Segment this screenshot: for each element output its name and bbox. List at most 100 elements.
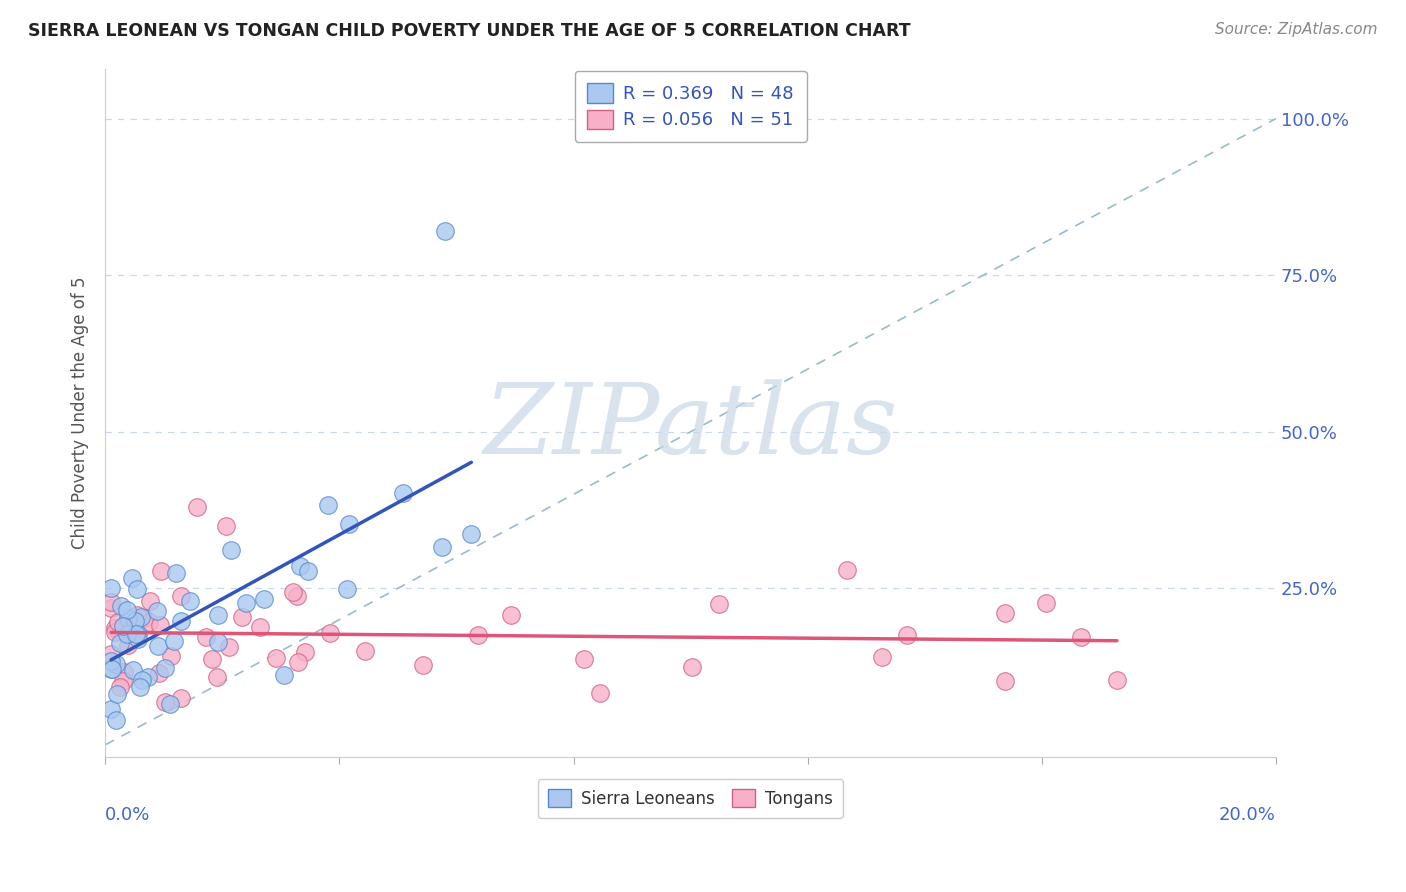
Point (994, 674, 1017, 689)
Point (207, 608, 229, 623)
Point (104, 621, 127, 635)
Point (391, 486, 413, 500)
Point (297, 564, 319, 578)
Point (231, 610, 253, 624)
Text: 20.0%: 20.0% (1219, 805, 1277, 823)
Point (100, 647, 122, 661)
Point (127, 627, 149, 641)
Point (132, 611, 155, 625)
Point (215, 518, 238, 533)
Point (170, 690, 193, 705)
Point (127, 632, 149, 647)
Point (165, 566, 187, 581)
Point (896, 628, 918, 642)
Point (588, 686, 610, 700)
Point (117, 611, 139, 625)
Point (218, 640, 240, 654)
Text: ZIPatlas: ZIPatlas (484, 379, 898, 475)
Point (201, 652, 224, 666)
Point (467, 628, 489, 642)
Point (433, 224, 456, 238)
Point (124, 627, 146, 641)
Point (149, 564, 172, 578)
Point (124, 615, 146, 629)
Point (100, 582, 122, 596)
Text: SIERRA LEONEAN VS TONGAN CHILD POVERTY UNDER THE AGE OF 5 CORRELATION CHART: SIERRA LEONEAN VS TONGAN CHILD POVERTY U… (28, 22, 911, 40)
Point (432, 540, 454, 554)
Point (186, 500, 208, 514)
Y-axis label: Child Poverty Under the Age of 5: Child Poverty Under the Age of 5 (72, 277, 89, 549)
Text: Source: ZipAtlas.com: Source: ZipAtlas.com (1215, 22, 1378, 37)
Point (115, 603, 138, 617)
Point (108, 636, 131, 650)
Point (148, 639, 170, 653)
Point (339, 517, 361, 532)
Point (138, 615, 160, 630)
Point (318, 625, 340, 640)
Point (170, 614, 193, 628)
Point (121, 571, 143, 585)
Point (288, 558, 311, 573)
Point (104, 625, 127, 640)
Point (107, 615, 129, 630)
Point (266, 650, 288, 665)
Point (125, 582, 148, 597)
Point (160, 648, 183, 663)
Point (100, 654, 122, 668)
Point (111, 619, 134, 633)
Point (353, 644, 375, 658)
Point (460, 527, 482, 541)
Point (112, 665, 135, 680)
Point (283, 585, 305, 599)
Point (870, 649, 893, 664)
Point (207, 634, 229, 648)
Point (273, 667, 295, 681)
Point (146, 604, 169, 618)
Point (835, 563, 858, 577)
Point (100, 702, 122, 716)
Point (105, 657, 128, 671)
Point (179, 594, 201, 608)
Point (335, 582, 357, 596)
Point (100, 595, 122, 609)
Point (117, 638, 139, 652)
Point (149, 618, 172, 632)
Point (112, 674, 135, 689)
Point (253, 591, 276, 606)
Point (115, 626, 138, 640)
Point (1070, 630, 1092, 644)
Point (501, 608, 523, 623)
Point (148, 666, 170, 681)
Legend: Sierra Leoneans, Tongans: Sierra Leoneans, Tongans (538, 780, 844, 818)
Point (170, 590, 193, 604)
Point (101, 662, 124, 676)
Point (994, 607, 1017, 621)
Point (287, 655, 309, 669)
Point (136, 670, 159, 684)
Point (316, 498, 339, 512)
Point (100, 662, 122, 676)
Point (572, 652, 595, 666)
Point (110, 599, 132, 613)
Point (205, 670, 228, 684)
Point (709, 597, 731, 611)
Point (681, 660, 703, 674)
Point (285, 589, 308, 603)
Point (108, 680, 131, 694)
Point (159, 698, 181, 712)
Point (249, 620, 271, 634)
Point (194, 630, 217, 644)
Point (235, 596, 257, 610)
Point (1105, 673, 1128, 687)
Point (131, 673, 153, 687)
Point (219, 542, 242, 557)
Point (412, 657, 434, 672)
Point (1035, 596, 1057, 610)
Text: 0.0%: 0.0% (105, 805, 150, 823)
Point (125, 607, 148, 622)
Point (139, 594, 162, 608)
Point (129, 680, 152, 694)
Point (294, 644, 316, 658)
Point (107, 687, 129, 701)
Point (131, 610, 153, 624)
